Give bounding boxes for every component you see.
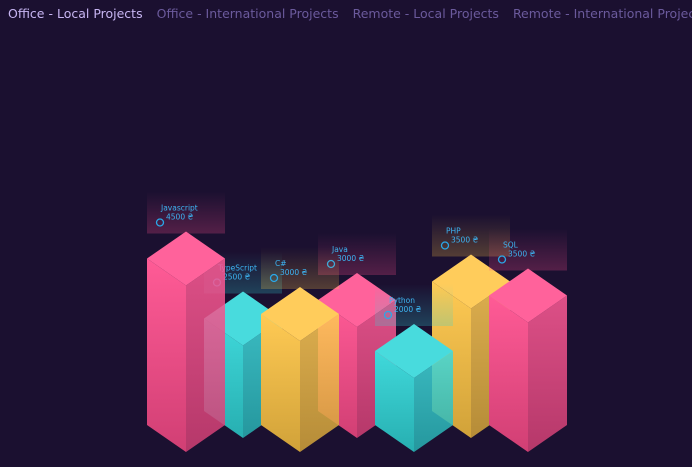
value-label: 3000 ₴	[337, 254, 364, 263]
category-label: C#	[275, 259, 287, 268]
tab[interactable]: Remote - Local Projects	[352, 6, 499, 21]
bar-top-face	[147, 231, 225, 286]
tab[interactable]: Office - Local Projects	[8, 6, 143, 21]
category-label: SQL	[503, 241, 519, 250]
tab[interactable]: Remote - International Projects	[512, 6, 692, 21]
category-label: Python	[389, 296, 415, 305]
value-label: 2500 ₴	[223, 273, 250, 282]
bar-top-face	[375, 324, 453, 378]
bar-right-face	[186, 258, 225, 452]
tab[interactable]: Office - International Projects	[156, 6, 339, 21]
bar-right-face	[528, 295, 567, 452]
value-label: 3500 ₴	[451, 236, 478, 245]
label-marker	[440, 241, 450, 250]
bar-top-face	[489, 268, 567, 323]
bar-left-face	[489, 295, 528, 452]
label-marker	[269, 273, 279, 283]
category-label: TypeScript	[217, 264, 257, 273]
value-label: 3500 ₴	[508, 250, 535, 259]
category-label: Java	[331, 245, 348, 254]
bar-left-face	[261, 314, 300, 452]
value-label: 2000 ₴	[394, 305, 421, 314]
label-marker	[497, 255, 507, 264]
value-label: 3000 ₴	[280, 268, 307, 277]
category-label: Javascript	[160, 204, 198, 213]
category-label: PHP	[446, 227, 461, 236]
bar-right-face	[414, 351, 453, 452]
bar-right-face	[300, 314, 339, 452]
bar-left-face	[375, 351, 414, 452]
label-marker	[155, 218, 165, 227]
value-label: 4500 ₴	[166, 213, 193, 222]
bar-left-face	[147, 258, 186, 452]
tab-bar: Office - Local Projects Office - Internat…	[8, 6, 692, 21]
bar-top-face	[261, 287, 339, 341]
label-marker	[383, 310, 393, 320]
